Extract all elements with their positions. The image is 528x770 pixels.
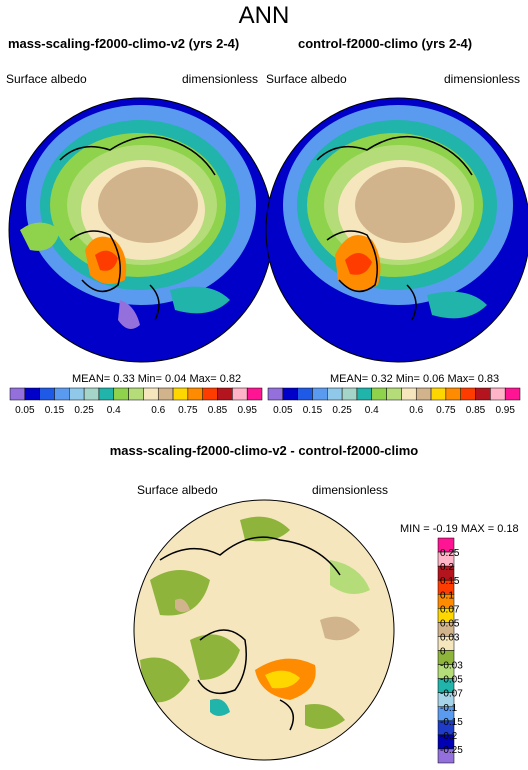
max-label: Max= (447, 373, 475, 385)
diff-min-label: MIN = (400, 523, 430, 535)
colorbar-label: 0.25 (440, 548, 460, 559)
diff-variable: Surface albedo (137, 483, 218, 497)
colorbar-swatch (475, 387, 491, 401)
colorbar-swatch (128, 387, 144, 401)
colorbar-swatch (246, 387, 263, 401)
colorbar-label: -0.1 (440, 703, 458, 714)
colorbar-swatch (504, 387, 521, 401)
colorbar-swatch (202, 387, 218, 401)
colorbar-swatch (113, 387, 129, 401)
panel-2-variable: Surface albedo (266, 72, 347, 86)
max-label: Max= (189, 373, 217, 385)
colorbar-label: 0.1 (440, 590, 454, 601)
colorbar-swatch (217, 387, 233, 401)
colorbar-diff: 0.25 0.2 0.15 0.1 0.07 0.05 0.03 0 -0.03 -0.05 -0.… (437, 537, 463, 764)
mean-label: MEAN= (72, 373, 111, 385)
colorbar-swatch (297, 387, 313, 401)
colorbar-swatch (187, 387, 203, 401)
colorbar-label: 0.95 (495, 405, 515, 416)
colorbar-panel-1: 0.05 0.15 0.25 0.4 0.6 0.75 0.85 0.95 (9, 387, 263, 416)
colorbar-label: 0.75 (178, 405, 198, 416)
colorbar-label: -0.07 (440, 689, 463, 700)
colorbar-label: 0.15 (440, 576, 460, 587)
colorbar-swatch (83, 387, 100, 401)
colorbar-label: 0.03 (440, 632, 460, 643)
diff-stats: MIN = -0.19 MAX = 0.18 (400, 523, 519, 535)
max-value: 0.82 (219, 373, 242, 385)
diff-units: dimensionless (312, 483, 389, 497)
colorbar-swatch (69, 387, 85, 401)
colorbar-label: -0.25 (440, 745, 463, 756)
colorbar-label: 0.15 (45, 405, 65, 416)
colorbar-label: 0.6 (409, 405, 423, 416)
colorbar-swatch (282, 387, 298, 401)
colorbar-swatch (232, 387, 248, 401)
colorbar-label: 0.4 (107, 405, 121, 416)
min-value: 0.06 (422, 373, 445, 385)
colorbar-label: 0.15 (303, 405, 323, 416)
panel-2-units: dimensionless (444, 72, 521, 86)
colorbar-label: 0.25 (332, 405, 352, 416)
min-value: 0.04 (164, 373, 187, 385)
diff-title: mass-scaling-f2000-climo-v2 - control-f2… (109, 443, 419, 458)
colorbar-label: 0.05 (440, 618, 460, 629)
colorbar-swatch (430, 387, 447, 401)
colorbar-swatch (39, 387, 55, 401)
colorbar-label: 0.95 (237, 405, 257, 416)
colorbar-label: 0.6 (151, 405, 165, 416)
colorbar-label: 0.05 (273, 405, 293, 416)
colorbar-label: 0.07 (440, 604, 460, 615)
colorbar-swatch (415, 387, 432, 401)
panel-1-units: dimensionless (182, 72, 259, 86)
page-title: ANN (238, 2, 290, 29)
diff-min-value: -0.19 (432, 523, 458, 535)
colorbar-swatch (9, 387, 26, 401)
colorbar-swatch (143, 387, 159, 401)
panel-2-title: control-f2000-climo (yrs 2-4) (298, 36, 473, 51)
min-label: Min= (137, 373, 162, 385)
colorbar-label: -0.15 (440, 717, 463, 728)
diff-max-label: MAX = (460, 523, 495, 535)
mean-value: 0.32 (371, 373, 393, 385)
colorbar-swatch (54, 387, 70, 401)
colorbar-label: 0.25 (74, 405, 94, 416)
colorbar-swatch (312, 387, 328, 401)
diff-max-value: 0.18 (497, 523, 519, 535)
max-value: 0.83 (477, 373, 500, 385)
colorbar-label: 0.2 (440, 562, 454, 573)
colorbar-label: 0.4 (365, 405, 379, 416)
colorbar-panel-2: 0.05 0.15 0.25 0.4 0.6 0.75 0.85 0.95 (267, 387, 521, 416)
panel-1-stats: MEAN= 0.33 Min= 0.04 Max= 0.82 (72, 373, 241, 385)
panel-1-variable: Surface albedo (6, 72, 87, 86)
mean-label: MEAN= (330, 373, 369, 385)
colorbar-swatch (356, 387, 373, 401)
panel-2-stats: MEAN= 0.32 Min= 0.06 Max= 0.83 (330, 373, 499, 385)
colorbar-swatch (437, 748, 455, 764)
panel-1-title: mass-scaling-f2000-climo-v2 (yrs 2-4) (8, 36, 240, 51)
colorbar-label: -0.03 (440, 661, 463, 672)
colorbar-swatch (98, 387, 115, 401)
colorbar-swatch (172, 387, 189, 401)
colorbar-label: -0.2 (440, 731, 458, 742)
colorbar-swatch (445, 387, 461, 401)
colorbar-label: 0 (440, 647, 446, 658)
mean-value: 0.33 (113, 373, 135, 385)
colorbar-label: 0.85 (208, 405, 228, 416)
colorbar-swatch (401, 387, 417, 401)
colorbar-swatch (267, 387, 284, 401)
colorbar-label: 0.75 (436, 405, 456, 416)
colorbar-swatch (157, 387, 174, 401)
colorbar-swatch (386, 387, 402, 401)
colorbar-label: -0.05 (440, 675, 463, 686)
colorbar-label: 0.05 (15, 405, 35, 416)
colorbar-label: 0.85 (466, 405, 486, 416)
colorbar-swatch (327, 387, 343, 401)
colorbar-swatch (490, 387, 506, 401)
colorbar-swatch (460, 387, 476, 401)
colorbar-swatch (341, 387, 358, 401)
colorbar-swatch (371, 387, 387, 401)
min-label: Min= (395, 373, 420, 385)
colorbar-swatch (24, 387, 40, 401)
